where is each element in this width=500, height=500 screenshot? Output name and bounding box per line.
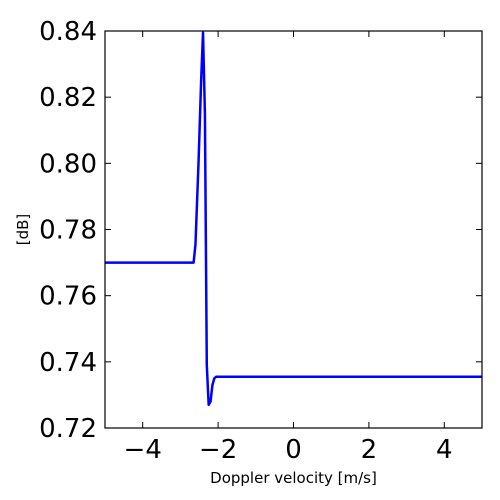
series-line-0: [105, 31, 482, 407]
y-tick-label: 0.72: [39, 414, 97, 444]
x-tick-label: 4: [436, 435, 453, 465]
x-tick-label: −2: [199, 435, 237, 465]
plot-area: [105, 31, 482, 407]
y-tick-label: 0.80: [39, 149, 97, 179]
y-tick-label: 0.84: [39, 17, 97, 47]
y-tick-label: 0.82: [39, 83, 97, 113]
y-tick-label: 0.74: [39, 348, 97, 378]
x-axis-ticks: −4 −2 0 2 4: [124, 31, 453, 465]
y-axis-ticks: 0.72 0.74 0.76 0.78 0.80 0.82 0.84: [39, 17, 482, 444]
x-axis-label: Doppler velocity [m/s]: [210, 469, 377, 487]
y-tick-label: 0.76: [39, 282, 97, 312]
x-tick-label: 0: [285, 435, 302, 465]
x-tick-label: 2: [361, 435, 378, 465]
x-tick-label: −4: [124, 435, 162, 465]
y-tick-label: 0.78: [39, 216, 97, 246]
plot-frame: [104, 30, 483, 429]
y-axis-label: [dB]: [14, 214, 32, 246]
